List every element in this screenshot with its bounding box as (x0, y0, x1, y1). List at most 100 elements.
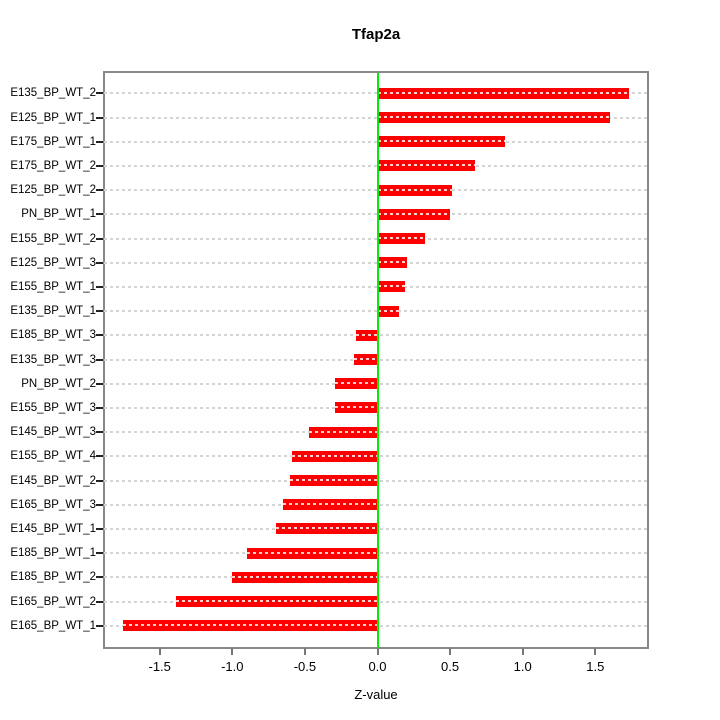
bar-inner-dash (290, 479, 378, 481)
x-tick (521, 648, 524, 655)
bar (335, 378, 378, 390)
bar (355, 329, 378, 341)
x-tick (303, 648, 306, 655)
bar (309, 426, 378, 438)
grid-line (104, 92, 648, 95)
x-tick-label: -1.0 (221, 659, 244, 674)
y-tick (96, 382, 103, 385)
x-tick-label: 1.5 (586, 659, 605, 674)
bar (377, 208, 451, 220)
grid-line (104, 310, 648, 313)
y-axis-label: E175_BP_WT_2 (10, 159, 96, 172)
grid-line (104, 237, 648, 240)
y-tick (96, 189, 103, 192)
x-axis-title: Z-value (354, 687, 398, 702)
bar-inner-dash (275, 527, 378, 530)
x-tick-label: 0.5 (441, 659, 460, 674)
bar (123, 620, 378, 632)
bar (377, 281, 406, 293)
y-tick (96, 334, 103, 337)
bar (290, 475, 378, 486)
bar (232, 571, 378, 583)
x-tick (449, 648, 452, 655)
grid-line (104, 285, 648, 288)
y-tick (96, 116, 103, 119)
y-tick (96, 261, 103, 264)
bar-inner-dash (377, 237, 426, 239)
y-axis-label: E125_BP_WT_2 (10, 184, 96, 197)
bar-inner-dash (377, 116, 610, 118)
grid-line (104, 189, 648, 192)
bar-inner-dash (246, 551, 378, 554)
bar-inner-dash (377, 261, 407, 264)
y-tick (96, 552, 103, 555)
y-axis-label: E145_BP_WT_2 (10, 474, 96, 487)
y-axis-label: E155_BP_WT_1 (10, 280, 96, 293)
y-axis-label: E125_BP_WT_1 (10, 111, 96, 124)
bar-inner-dash (377, 285, 406, 288)
bar-inner-dash (291, 454, 378, 457)
bar (377, 233, 426, 244)
bar-inner-dash (377, 91, 629, 94)
x-tick-label: 1.0 (513, 659, 532, 674)
bar (377, 305, 400, 317)
y-axis-label: E155_BP_WT_4 (10, 450, 96, 463)
y-tick (96, 479, 103, 482)
y-tick (96, 624, 103, 627)
x-tick-label: -0.5 (293, 659, 317, 674)
bar-inner-dash (377, 309, 400, 312)
bar (377, 136, 506, 148)
bar (275, 523, 378, 535)
x-tick (158, 648, 161, 655)
y-tick (96, 431, 103, 434)
bar (377, 160, 475, 172)
y-tick (96, 140, 103, 143)
bar-inner-dash (335, 406, 378, 409)
y-axis-label: E185_BP_WT_2 (10, 571, 96, 584)
x-tick-label: 0.0 (368, 659, 387, 674)
bar-inner-dash (354, 358, 378, 360)
bar (377, 112, 610, 123)
y-tick (96, 455, 103, 458)
bar (283, 499, 378, 511)
y-axis-label: E165_BP_WT_1 (10, 619, 96, 632)
y-tick (96, 213, 103, 216)
chart-title: Tfap2a (351, 26, 401, 43)
y-axis-label: E145_BP_WT_3 (10, 426, 96, 439)
x-tick (376, 648, 379, 655)
y-axis-label: E155_BP_WT_3 (10, 401, 96, 414)
bar-inner-dash (335, 382, 378, 385)
y-tick (96, 310, 103, 313)
y-tick (96, 358, 103, 361)
y-axis-label: E145_BP_WT_1 (10, 522, 96, 535)
bar-inner-dash (377, 212, 451, 215)
x-tick-label: -1.5 (148, 659, 171, 674)
y-axis-label: E135_BP_WT_2 (10, 87, 96, 100)
y-axis-label: PN_BP_WT_2 (21, 377, 96, 390)
y-axis-label: E165_BP_WT_2 (10, 595, 96, 608)
x-tick (594, 648, 597, 655)
zero-line (376, 72, 379, 648)
bar-inner-dash (123, 624, 378, 627)
bar-inner-dash (377, 164, 475, 167)
bar-inner-dash (175, 600, 378, 602)
y-tick (96, 406, 103, 409)
bar (354, 354, 378, 365)
bar-inner-dash (283, 503, 378, 506)
bar-inner-dash (309, 430, 378, 433)
y-tick (96, 503, 103, 506)
y-tick (96, 285, 103, 288)
y-tick (96, 92, 103, 95)
y-axis-label: E165_BP_WT_3 (10, 498, 96, 511)
grid-line (104, 164, 648, 167)
y-tick (96, 527, 103, 530)
x-tick (231, 648, 234, 655)
grid-line (104, 140, 648, 143)
grid-line (104, 213, 648, 216)
y-tick (96, 576, 103, 579)
bar (377, 87, 629, 99)
grid-line (104, 261, 648, 264)
y-axis-label: E185_BP_WT_3 (10, 329, 96, 342)
grid-line (104, 116, 648, 119)
